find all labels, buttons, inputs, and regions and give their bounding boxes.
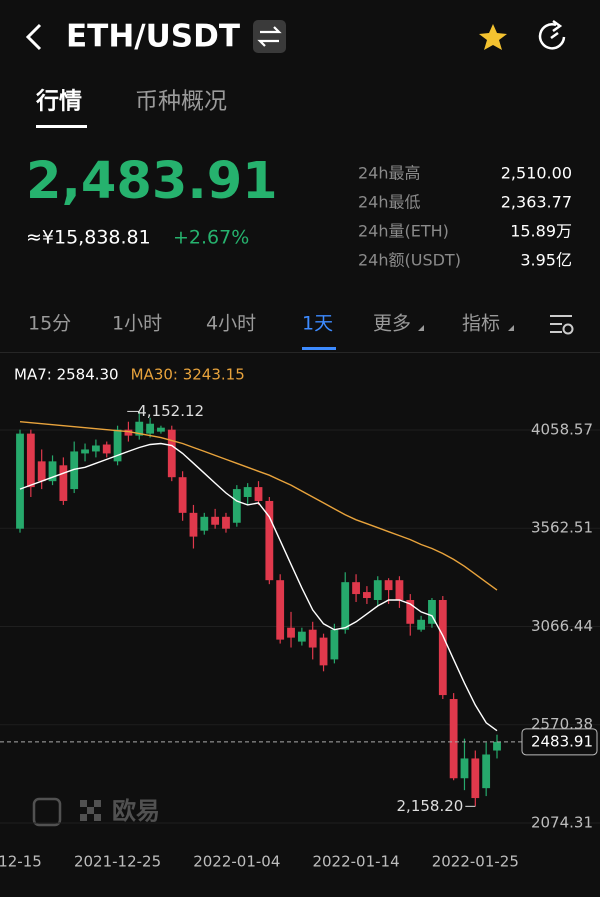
interval-tab[interactable]: 更多 [373, 313, 411, 335]
candle-body [135, 421, 144, 436]
candle-body [330, 629, 339, 660]
legend-entry: MA7: 2584.30 [14, 366, 119, 384]
candle-body [26, 433, 35, 488]
stat-value: 3.95亿 [520, 251, 572, 270]
favorite-star[interactable] [479, 24, 507, 50]
candle-body [363, 592, 371, 599]
y-tick-label: 4058.57 [531, 420, 593, 438]
candle-body [449, 699, 458, 779]
candle-body [276, 580, 285, 640]
max-label: 4,152.12 [137, 402, 204, 420]
legend-entry: MA30: 3243.15 [131, 366, 245, 384]
x-tick-label: 12-15 [0, 853, 42, 871]
candle-body [232, 489, 241, 523]
candle-body [81, 449, 89, 454]
interval-tab[interactable]: 1小时 [112, 313, 162, 335]
interval-tab[interactable]: 4小时 [206, 313, 256, 335]
tab-underline [36, 125, 87, 128]
candle-body [265, 500, 274, 581]
last-price-tag [521, 728, 598, 756]
y-tick-label: 3562.51 [531, 519, 593, 537]
candle-body [178, 477, 187, 513]
candle-body [352, 582, 360, 595]
candle-body [438, 599, 447, 696]
candle-body [48, 461, 57, 482]
layout-button[interactable] [550, 315, 574, 335]
candle-body [406, 599, 415, 624]
cny-price: ≈¥15,838.81 [26, 227, 151, 249]
candle-body [471, 758, 480, 799]
ma-line [19, 442, 498, 732]
candle-body [287, 627, 295, 638]
stat-label: 24h最高 [358, 164, 421, 183]
stat-label: 24h最低 [358, 193, 421, 212]
candle-body [189, 512, 198, 537]
candle-body [167, 429, 176, 478]
candle-body [395, 580, 404, 600]
candle-body [254, 487, 263, 501]
tab[interactable]: 币种概况 [135, 89, 227, 115]
candle-body [384, 580, 393, 591]
candle-body [319, 637, 328, 666]
candle-body [428, 599, 436, 624]
candle-body [373, 580, 382, 600]
candle-body [91, 445, 100, 452]
candle-body [493, 741, 501, 751]
stat-label: 24h量(ETH) [358, 222, 449, 241]
swap-button[interactable] [253, 20, 286, 53]
last-price-value: 2483.91 [531, 732, 593, 750]
candle-body [222, 516, 230, 529]
candle-body [417, 619, 426, 630]
candle-body [59, 465, 68, 501]
divider [0, 352, 600, 353]
ma-line [19, 421, 498, 591]
interval-underline [302, 347, 336, 350]
candle-body [200, 516, 209, 531]
x-tick-label: 2021-12-25 [74, 853, 161, 871]
candle-body [37, 461, 46, 482]
watermark: 欧易 [32, 797, 160, 827]
candle-body [16, 433, 24, 529]
candle-body [211, 516, 220, 525]
last-price: 2,483.91 [26, 152, 278, 211]
candle-body [146, 423, 154, 434]
x-tick-label: 2022-01-14 [312, 853, 399, 871]
refresh-button[interactable] [538, 19, 566, 50]
interval-tab[interactable]: 15分 [28, 313, 71, 335]
back-button[interactable] [25, 23, 42, 51]
min-label: 2,158.20 [397, 797, 464, 815]
candle-body [243, 487, 252, 498]
candle-body [113, 429, 122, 462]
price-change: +2.67% [173, 227, 249, 249]
interval-tab[interactable]: 指标 [462, 313, 500, 335]
stat-label: 24h额(USDT) [358, 251, 461, 270]
x-tick-label: 2022-01-04 [193, 853, 280, 871]
watermark-text: 欧易 [112, 797, 160, 825]
interval-tab[interactable]: 1天 [302, 313, 333, 335]
candle-body [297, 631, 306, 642]
candle-body [482, 754, 491, 789]
candle-body [341, 582, 350, 630]
pair-title: ETH/USDT [66, 19, 240, 55]
candle-body [157, 427, 165, 432]
stat-value: 15.89万 [510, 222, 572, 241]
candle-body [308, 629, 317, 648]
candle-body [124, 429, 133, 436]
tab[interactable]: 行情 [35, 88, 82, 115]
candle-body [460, 758, 469, 779]
candle-body [70, 451, 79, 490]
dropdown-caret [508, 325, 514, 331]
y-tick-label: 3066.44 [531, 617, 593, 635]
stat-value: 2,363.77 [501, 193, 572, 212]
dropdown-caret [418, 325, 424, 331]
candle-body [102, 444, 111, 454]
x-tick-label: 2022-01-25 [432, 853, 519, 871]
stat-value: 2,510.00 [501, 164, 572, 183]
y-tick-label: 2074.31 [531, 813, 593, 831]
